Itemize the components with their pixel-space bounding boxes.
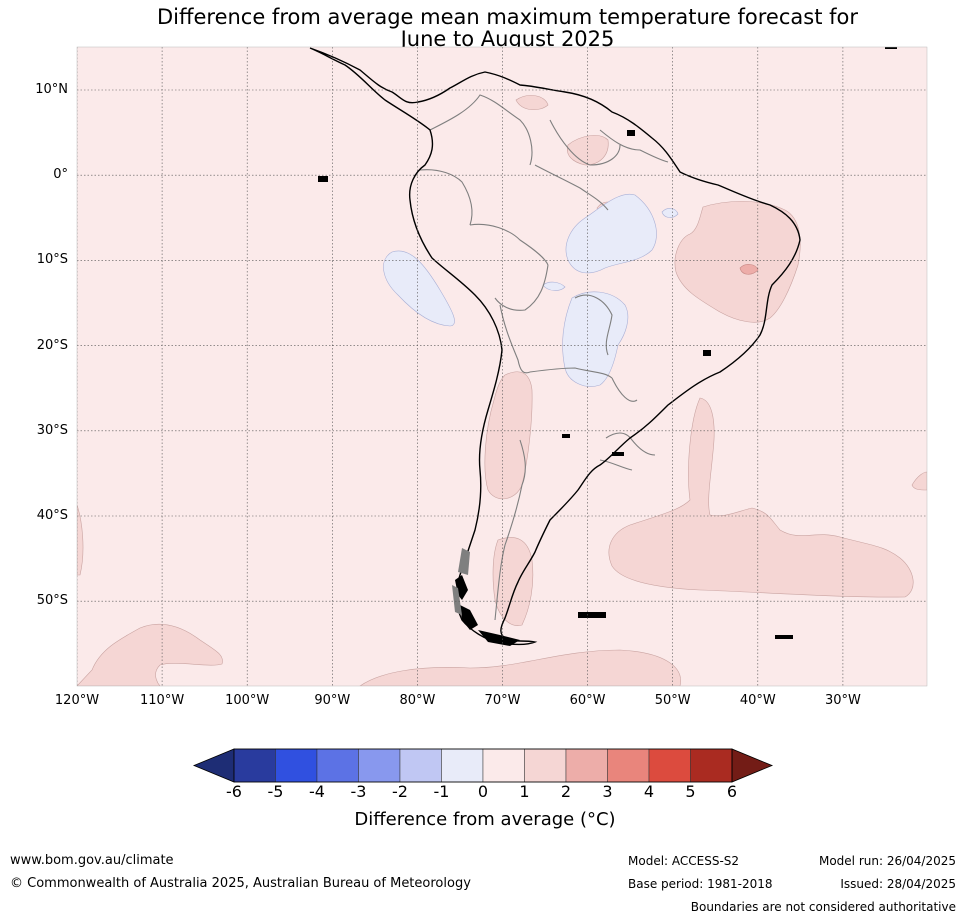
footer-model-run: Model run: 26/04/2025 (818, 854, 956, 868)
colorbar-segment (233, 748, 276, 783)
colorbar-segment (275, 748, 318, 783)
footer-base-period: Base period: 1981-2018 (628, 877, 773, 891)
latitude-label: 40°S (36, 508, 68, 523)
anomaly-patch-drake-passage (359, 649, 681, 686)
anomaly-patches-1-to-2 (77, 95, 927, 686)
map-title-line-2: June to August 2025 (400, 27, 615, 51)
footer-boundaries-note: Boundaries are not considered authoritat… (690, 900, 956, 914)
longitude-label: 70°W (484, 693, 521, 708)
footer-website: www.bom.gov.au/climate (10, 853, 174, 868)
colorbar-tick-label: 0 (477, 782, 489, 801)
colorbar-over-arrow (731, 748, 774, 783)
colorbar-segment (441, 748, 484, 783)
anomaly-patch-east-edge (911, 471, 927, 491)
colorbar-tick-label: -3 (350, 782, 367, 801)
latitude-label: 20°S (36, 337, 68, 353)
colorbar-tick-label: -4 (309, 782, 325, 801)
longitude-label: 40°W (739, 693, 776, 708)
footer-copyright: © Commonwealth of Australia 2025, Austra… (10, 876, 471, 891)
colorbar-segment (648, 748, 691, 783)
colorbar-tick-label: 5 (685, 782, 696, 801)
colorbar-segment (316, 748, 359, 783)
colorbar-tick-label: -2 (392, 782, 408, 801)
colorbar-segment (690, 748, 733, 783)
latitude-label: 10°S (36, 252, 68, 268)
longitude-label: 50°W (654, 693, 691, 708)
longitude-label: 60°W (569, 693, 606, 708)
footer-model: Model: ACCESS-S2 (628, 854, 740, 868)
anomaly-patch-south-atlantic (608, 397, 914, 598)
longitude-label: 30°W (824, 693, 861, 708)
south-america-coastline (309, 47, 801, 646)
colorbar-segment (399, 748, 442, 783)
longitude-label: 120°W (54, 693, 100, 708)
colorbar (192, 748, 774, 783)
country-borders (419, 94, 669, 621)
graticule (77, 47, 927, 686)
anomaly-patch-south-pacific (77, 623, 223, 686)
colorbar-label: Difference from average (°C) (354, 809, 616, 830)
colorbar-segment (358, 748, 401, 783)
anomaly-patches-minus1-to-0 (383, 193, 679, 387)
latitude-label: 30°S (36, 422, 68, 438)
colorbar-tick-label: -5 (267, 782, 284, 801)
latitude-label: 0° (53, 167, 68, 183)
anomaly-patch-small-cool (661, 208, 679, 218)
footer-issued: Issued: 28/04/2025 (840, 877, 956, 891)
islands (318, 47, 897, 646)
latitude-label: 50°S (36, 593, 68, 609)
longitude-label: 90°W (314, 693, 351, 708)
colorbar-tick-label: -6 (226, 782, 242, 801)
longitude-label: 110°W (140, 693, 185, 708)
map-frame (76, 46, 928, 687)
latitude-label: 10°N (35, 82, 68, 97)
colorbar-tick-label: 6 (726, 782, 738, 801)
colorbar-tick-label: 2 (560, 782, 572, 801)
colorbar-segment (482, 748, 525, 783)
anomaly-patch-west-edge (77, 504, 84, 576)
anomaly-patch-pacific-cool (383, 250, 455, 327)
anomaly-patch-patagonia (492, 537, 534, 626)
map-area (77, 47, 927, 686)
colorbar-segment (524, 748, 567, 783)
anomaly-patch-caribbean (515, 95, 549, 110)
colorbar-tick-label: 4 (643, 782, 655, 801)
colorbar-tick-label: -1 (433, 782, 450, 801)
colorbar-frame (233, 748, 733, 783)
colorbar-under-arrow (192, 748, 235, 783)
chilean-fjords (452, 548, 470, 615)
colorbar-segment (565, 748, 608, 783)
anomaly-patch-2-to-3 (739, 264, 759, 275)
anomaly-patch-bolivia-cool (542, 281, 566, 291)
longitude-label: 100°W (225, 693, 270, 708)
map-title-line-1: Difference from average mean maximum tem… (157, 5, 858, 29)
anomaly-patch-argentina-central (484, 371, 533, 500)
colorbar-tick-label: 1 (519, 782, 530, 801)
colorbar-tick-label: 3 (602, 782, 613, 801)
anomaly-patch-amazon-cool (565, 193, 657, 274)
longitude-label: 80°W (399, 693, 436, 708)
colorbar-segment (607, 748, 650, 783)
